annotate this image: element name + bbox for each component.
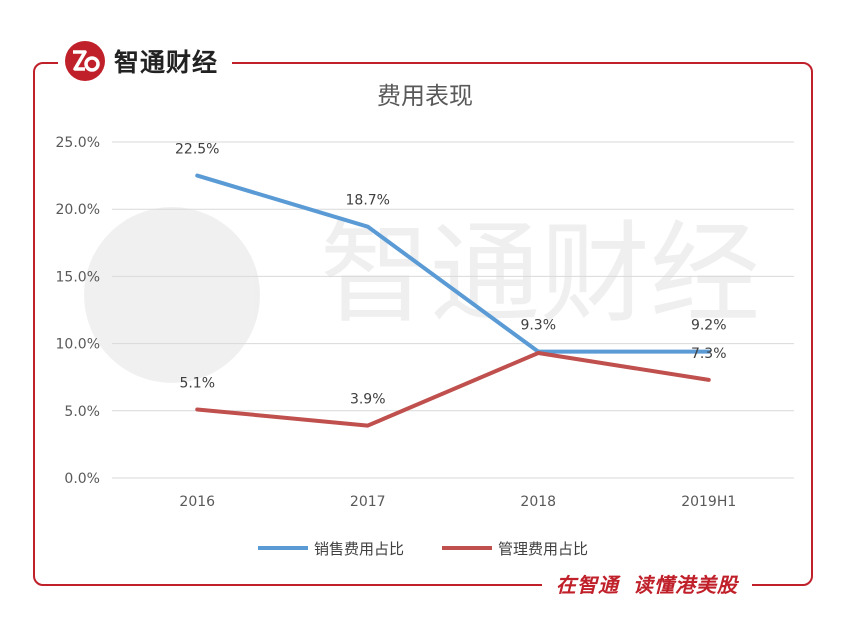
y-tick-label: 10.0% [56, 337, 100, 353]
chart-title: 费用表现 [377, 82, 473, 110]
series-line-1 [195, 173, 711, 354]
y-axis-ticks: 0.0% 5.0% 10.0% 15.0% 20.0% 25.0% [56, 135, 100, 487]
brand-name: 智通财经 [114, 48, 219, 77]
zhitong-z6-logo-icon [65, 41, 105, 81]
y-tick-label: 25.0% [56, 135, 100, 151]
y-tick-label: 15.0% [56, 269, 100, 285]
series-line-2 [195, 351, 711, 428]
watermark-logo-icon [84, 207, 260, 383]
series-lines [195, 173, 711, 428]
slogan-right: 读懂港美股 [633, 572, 738, 597]
data-label: 9.3% [520, 318, 556, 334]
x-axis-ticks: 2016 2017 2018 2019H1 [179, 494, 736, 510]
y-tick-label: 20.0% [56, 202, 100, 218]
x-tick-label: 2018 [520, 494, 556, 510]
data-label: 22.5% [175, 142, 219, 158]
y-tick-label: 5.0% [64, 404, 100, 420]
data-label: 3.9% [350, 392, 386, 408]
x-tick-label: 2016 [179, 494, 215, 510]
data-label: 9.2% [691, 318, 727, 334]
chart-frame [33, 62, 813, 586]
watermark-text: 智通财经 [320, 210, 760, 338]
x-tick-label: 2019H1 [681, 494, 736, 510]
slogan-left: 在智通 [556, 572, 619, 597]
watermark: 智通财经 [84, 207, 760, 383]
data-label: 5.1% [179, 375, 215, 391]
data-label: 18.7% [346, 193, 390, 209]
data-label: 7.3% [691, 346, 727, 362]
legend: 销售费用占比 管理费用占比 [258, 540, 588, 558]
legend-label: 管理费用占比 [498, 540, 588, 558]
y-tick-label: 0.0% [64, 471, 100, 487]
legend-label: 销售费用占比 [314, 540, 404, 558]
brand-logo: 智通财经 [58, 38, 233, 84]
x-tick-label: 2017 [350, 494, 386, 510]
data-labels: 22.5% 18.7% 9.3% 9.2% 5.1% 3.9% 7.3% [175, 142, 727, 408]
brand-slogan: 在智通 读懂港美股 [542, 566, 752, 600]
